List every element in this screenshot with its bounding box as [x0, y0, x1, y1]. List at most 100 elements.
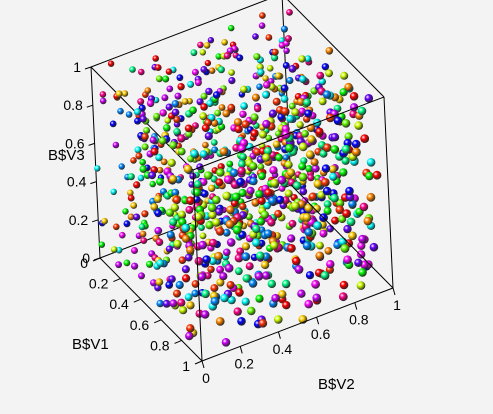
data-point	[319, 149, 328, 158]
data-point	[166, 230, 175, 239]
data-point	[330, 145, 340, 154]
data-point	[255, 190, 264, 199]
data-point	[184, 124, 193, 133]
data-point	[265, 34, 273, 41]
data-point	[341, 144, 351, 154]
x-tick-label: 1	[182, 358, 190, 374]
data-point	[301, 130, 309, 138]
data-point	[222, 109, 231, 118]
data-point	[254, 272, 264, 281]
data-point	[205, 221, 214, 230]
data-point	[223, 248, 231, 257]
data-point	[156, 259, 165, 268]
data-point	[221, 39, 228, 46]
box-edge-back-4	[287, 0, 385, 98]
data-point	[318, 77, 326, 86]
data-point	[198, 224, 205, 231]
data-point	[137, 174, 145, 182]
box-edge-front-0	[99, 257, 203, 362]
data-point	[266, 65, 274, 72]
data-point	[269, 166, 278, 175]
data-point	[127, 173, 135, 181]
data-point	[168, 275, 176, 283]
data-point	[262, 75, 269, 82]
data-point	[199, 112, 208, 121]
data-point	[298, 55, 306, 63]
data-point	[363, 216, 373, 226]
data-point	[280, 25, 288, 33]
bounding-box-front	[99, 96, 394, 362]
data-point	[169, 141, 178, 150]
data-point	[259, 130, 267, 139]
data-point	[215, 53, 222, 60]
data-point	[127, 189, 134, 197]
x-tick-label: 0.2	[89, 276, 109, 292]
data-point	[169, 218, 178, 227]
data-point	[284, 189, 293, 198]
data-point	[110, 188, 117, 195]
z-tick-label: 0.2	[69, 212, 89, 228]
data-point	[191, 280, 200, 288]
data-point	[325, 69, 333, 78]
data-point	[217, 66, 225, 74]
data-point	[340, 244, 350, 253]
data-point	[193, 180, 202, 189]
data-point	[222, 191, 232, 201]
data-point	[274, 209, 283, 218]
data-point	[237, 166, 246, 176]
data-point	[267, 279, 276, 289]
data-point	[316, 71, 325, 80]
data-point	[207, 265, 215, 274]
data-point	[215, 227, 225, 236]
data-point	[149, 180, 156, 188]
data-point	[139, 115, 147, 123]
data-point	[98, 241, 106, 248]
data-point	[286, 168, 296, 177]
data-point	[186, 324, 195, 333]
data-point	[257, 163, 265, 171]
data-point	[190, 149, 199, 158]
data-point	[241, 252, 251, 262]
data-point	[150, 279, 158, 287]
data-point	[305, 150, 315, 159]
data-point	[115, 90, 123, 98]
data-point	[262, 153, 271, 162]
data-point	[248, 279, 258, 288]
data-point	[170, 203, 179, 212]
data-point	[304, 55, 312, 63]
data-point	[101, 217, 108, 225]
data-point	[280, 95, 289, 103]
data-point	[99, 91, 107, 98]
data-point	[131, 262, 139, 270]
data-point	[190, 49, 198, 57]
data-point	[291, 108, 300, 117]
data-point	[326, 260, 335, 269]
data-point	[291, 201, 300, 211]
data-point	[214, 251, 224, 261]
data-point	[359, 202, 369, 212]
data-point	[251, 198, 260, 207]
data-point	[133, 181, 141, 189]
data-point	[281, 279, 291, 288]
data-point	[161, 94, 169, 102]
data-point	[286, 9, 293, 16]
data-point	[133, 108, 142, 116]
data-point	[366, 192, 376, 202]
data-point	[212, 91, 221, 99]
data-point	[312, 293, 322, 303]
z-tick-label: 0.4	[67, 174, 87, 190]
data-point	[129, 66, 136, 73]
data-point	[311, 279, 320, 289]
data-point	[333, 116, 343, 126]
y-tick-label: 0.6	[311, 326, 331, 342]
data-point	[255, 294, 264, 303]
data-point	[181, 98, 189, 105]
data-point	[127, 213, 135, 221]
data-point	[112, 141, 120, 149]
data-point	[203, 42, 211, 49]
y-tick-label: 0.8	[349, 312, 369, 328]
data-point	[226, 205, 235, 215]
data-points	[94, 9, 382, 347]
data-point	[312, 204, 321, 213]
data-point	[358, 234, 367, 244]
